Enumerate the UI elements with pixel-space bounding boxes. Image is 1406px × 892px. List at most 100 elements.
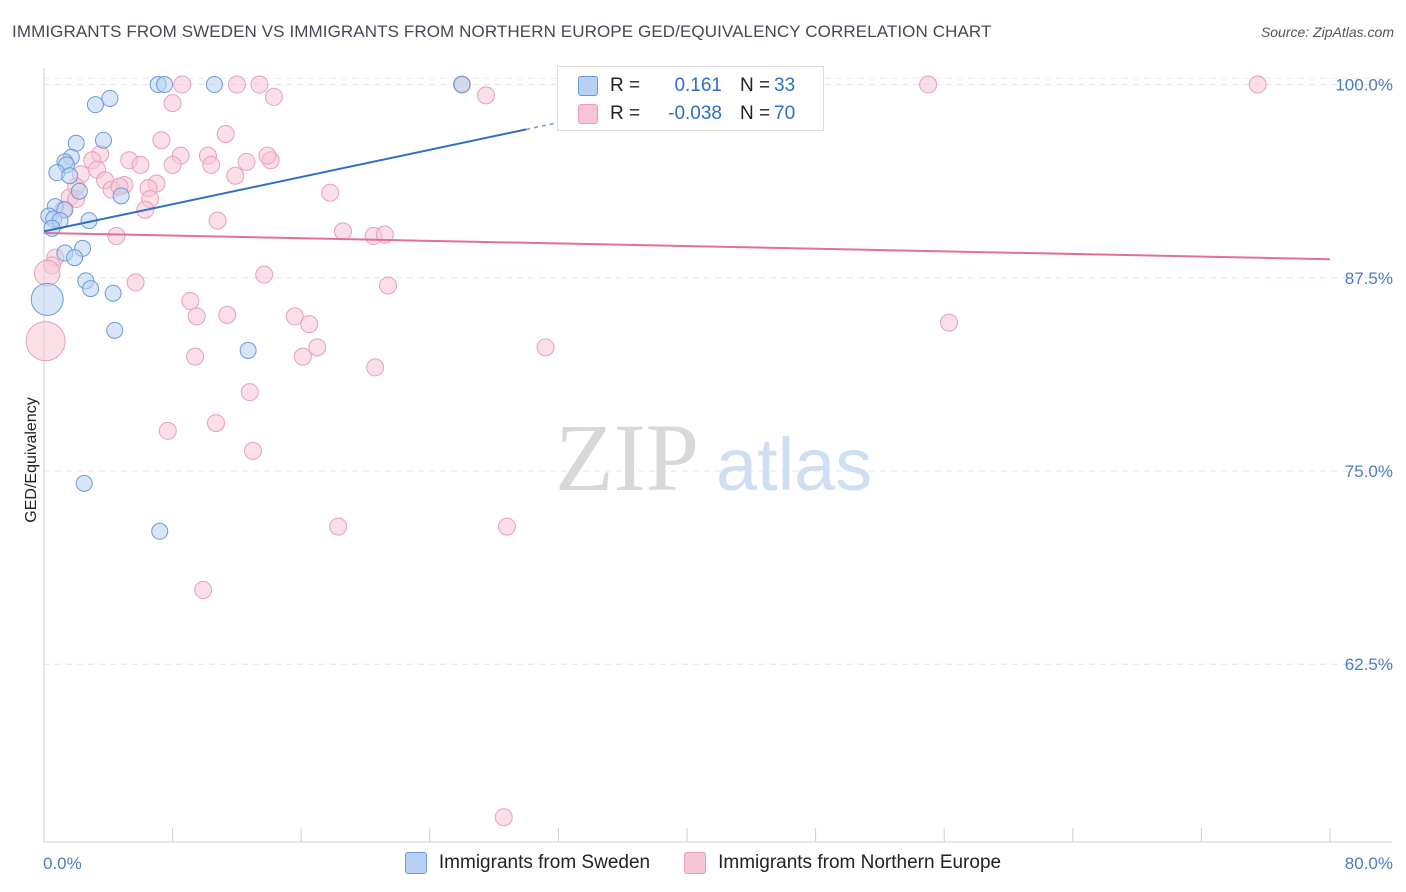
sweden-point: [239, 341, 257, 359]
legend-label-sweden: Immigrants from Sweden: [438, 852, 651, 873]
northern-europe-point: [366, 358, 385, 377]
northern-europe-point: [208, 211, 227, 230]
northern-europe-point: [25, 321, 66, 362]
legend-r-label: R =: [610, 103, 641, 124]
sweden-point: [151, 522, 169, 540]
northern-europe-point: [919, 75, 938, 94]
correlation-legend: R = 0.161 N = 33 R = -0.038 N = 70: [557, 66, 824, 131]
x-tick-label-min: 0.0%: [43, 854, 82, 873]
legend-swatch-sweden: [578, 76, 598, 96]
northern-europe-point: [321, 183, 340, 202]
northern-europe-point: [186, 347, 205, 366]
northern-europe-point: [300, 315, 319, 334]
northern-europe-point: [494, 808, 513, 827]
legend-swatch-northern: [684, 852, 707, 874]
northern-europe-point: [207, 414, 226, 433]
northern-europe-point: [940, 313, 959, 332]
sweden-point: [82, 280, 100, 298]
legend-row-sweden: R = 0.161 N = 33: [578, 74, 795, 98]
trend-line-sweden: [43, 128, 527, 233]
legend-r-label: R =: [610, 75, 641, 96]
sweden-point: [156, 76, 174, 94]
legend-swatch-northern: [578, 104, 598, 124]
northern-europe-point: [308, 338, 327, 357]
legend-n-label: N =: [740, 103, 771, 124]
northern-europe-point: [226, 166, 245, 185]
y-tick-label: 75.0%: [1345, 462, 1393, 481]
legend-item-sweden: Immigrants from Sweden: [404, 852, 651, 874]
sweden-point: [86, 96, 104, 114]
x-tick-label-max: 80.0%: [1345, 854, 1393, 873]
northern-europe-point: [33, 259, 61, 287]
northern-europe-point: [243, 441, 262, 460]
northern-europe-point: [497, 517, 516, 536]
axes: [43, 68, 1392, 843]
y-tick-label: 100.0%: [1335, 76, 1393, 95]
legend-label-northern: Immigrants from Northern Europe: [718, 852, 1002, 873]
northern-europe-point: [237, 152, 256, 171]
sweden-point: [94, 131, 112, 149]
trend-line-northern-europe: [43, 231, 1331, 261]
sweden-point: [112, 187, 130, 205]
northern-europe-point: [187, 307, 206, 326]
legend-item-northern: Immigrants from Northern Europe: [684, 852, 1001, 874]
sweden-point: [70, 182, 88, 200]
chart-title: IMMIGRANTS FROM SWEDEN VS IMMIGRANTS FRO…: [12, 22, 992, 41]
northern-europe-point: [173, 75, 192, 94]
sweden-point: [104, 284, 122, 302]
y-tick-label: 87.5%: [1345, 269, 1393, 288]
northern-europe-point: [293, 347, 312, 366]
northern-europe-point: [258, 146, 277, 165]
legend-swatch-sweden: [404, 852, 427, 874]
trend-lines: [43, 111, 1331, 261]
sweden-point: [205, 76, 223, 94]
northern-europe-point: [477, 86, 496, 105]
y-tick-labels: 62.5% 75.0% 87.5% 100.0%: [1335, 76, 1393, 675]
northern-europe-point: [329, 517, 348, 536]
northern-europe-point: [152, 131, 171, 150]
sweden-point: [30, 282, 64, 316]
northern-europe-point: [250, 75, 269, 94]
northern-europe-point: [375, 225, 394, 244]
series-legend: Immigrants from Sweden Immigrants from N…: [0, 852, 1406, 874]
northern-europe-point: [379, 276, 398, 295]
northern-europe-point: [264, 87, 283, 106]
northern-europe-point: [240, 383, 259, 402]
northern-europe-point: [333, 222, 352, 241]
sweden-point: [75, 474, 93, 492]
northern-europe-point: [126, 273, 145, 292]
watermark-zip: ZIP: [555, 404, 699, 511]
northern-europe-point: [216, 125, 235, 144]
sweden-point: [101, 89, 119, 107]
series-sweden: [30, 76, 471, 540]
legend-r-value: 0.161: [674, 75, 722, 96]
sweden-point: [453, 76, 471, 94]
northern-europe-point: [218, 305, 237, 324]
northern-europe-point: [255, 265, 274, 284]
legend-n-value: 70: [774, 103, 796, 124]
northern-europe-point: [202, 155, 221, 174]
sweden-point: [66, 249, 84, 267]
northern-europe-point: [107, 227, 126, 246]
legend-r-value: -0.038: [668, 103, 722, 124]
y-axis-label: GED/Equivalency: [23, 397, 40, 522]
northern-europe-point: [285, 307, 304, 326]
sweden-point: [61, 167, 79, 185]
legend-n-label: N =: [740, 75, 771, 96]
sweden-point: [106, 321, 124, 339]
northern-europe-point: [227, 75, 246, 94]
northern-europe-point: [158, 421, 177, 440]
northern-europe-point: [181, 291, 200, 310]
northern-europe-point: [131, 155, 150, 174]
watermark-atlas: atlas: [716, 423, 872, 506]
northern-europe-point: [1248, 75, 1267, 94]
northern-europe-point: [536, 338, 555, 357]
northern-europe-point: [163, 155, 182, 174]
watermark: ZIP atlas: [555, 404, 872, 511]
northern-europe-point: [163, 94, 182, 113]
legend-n-value: 33: [774, 75, 796, 96]
northern-europe-point: [194, 581, 213, 600]
source-label: Source: ZipAtlas.com: [1260, 24, 1394, 40]
legend-row-northern: R = -0.038 N = 70: [578, 102, 795, 126]
